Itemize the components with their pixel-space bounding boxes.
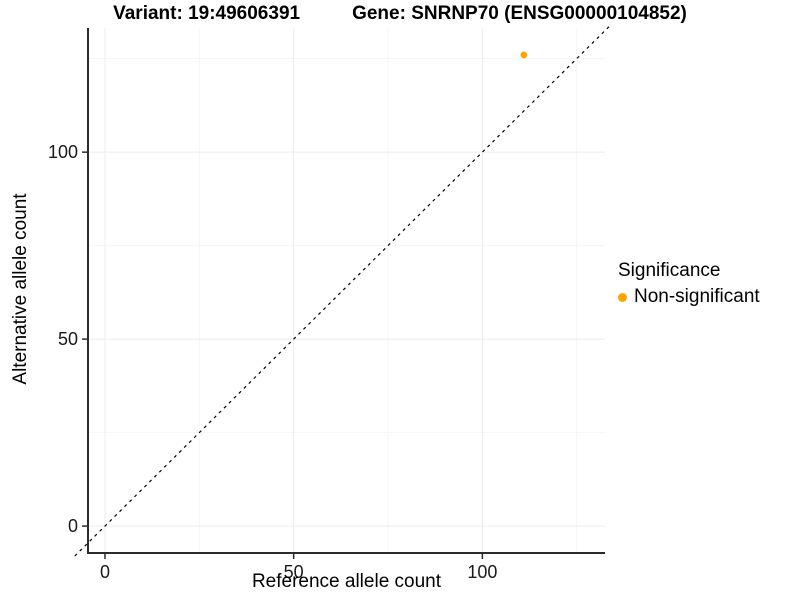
y-tick-label: 50 <box>58 329 78 349</box>
legend: Significance Non-significant <box>618 260 760 308</box>
chart-title-row: Variant: 19:49606391 Gene: SNRNP70 (ENSG… <box>0 3 800 25</box>
y-tick-label: 0 <box>68 516 78 536</box>
y-axis-label: Alternative allele count <box>10 193 31 385</box>
legend-point-icon <box>618 292 627 302</box>
variant-title: Variant: 19:49606391 <box>113 3 301 24</box>
x-tick-label: 0 <box>100 562 110 582</box>
legend-title: Significance <box>618 260 721 281</box>
legend-entry: Non-significant <box>618 286 760 308</box>
x-tick-label: 100 <box>467 562 497 582</box>
y-tick-label: 100 <box>48 142 78 162</box>
x-axis-label: Reference allele count <box>251 571 442 592</box>
identity-line <box>74 25 610 557</box>
legend-entry-label: Non-significant <box>634 286 760 307</box>
data-point <box>520 51 528 59</box>
x-tick-label: 50 <box>284 562 304 582</box>
gene-title: Gene: SNRNP70 (ENSG00000104852) <box>352 3 687 24</box>
